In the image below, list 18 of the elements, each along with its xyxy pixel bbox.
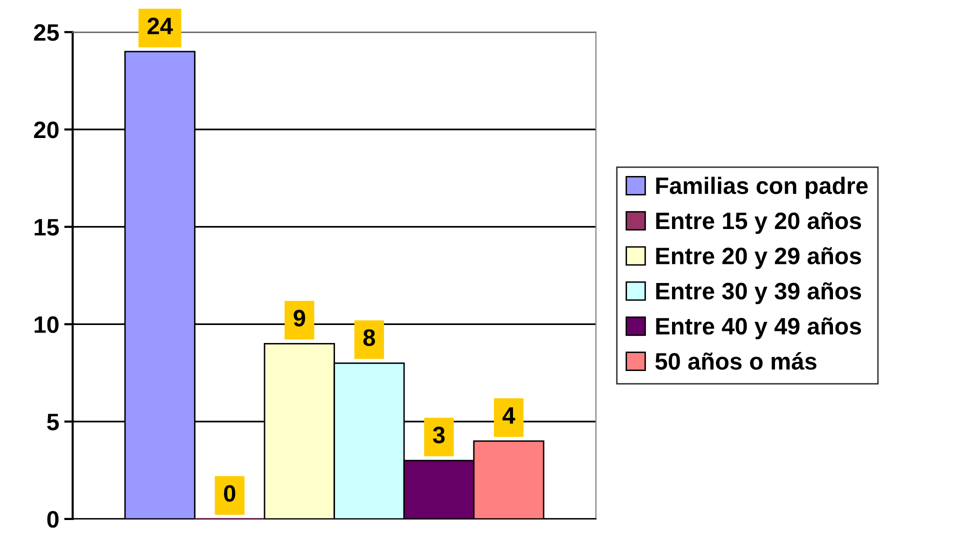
data-label: 9 — [294, 310, 306, 327]
y-tick-label: 15 — [34, 219, 59, 236]
y-tick-label: 0 — [47, 511, 59, 528]
legend-label: Entre 30 y 39 años — [656, 282, 862, 304]
legend-label: Entre 40 y 49 años — [656, 317, 862, 340]
y-tick-label: 10 — [34, 316, 59, 333]
data-label: 0 — [224, 485, 236, 502]
legend-label: Familias con padre — [656, 176, 868, 199]
data-label: 8 — [363, 329, 376, 346]
data-label: 4 — [502, 407, 516, 424]
y-tick-label: 25 — [34, 24, 59, 41]
legend-label: 50 años o más — [655, 352, 816, 370]
data-label: 24 — [148, 18, 173, 34]
y-tick-label: 20 — [34, 122, 59, 138]
y-tick-label: 5 — [47, 414, 59, 430]
legend-label: Entre 15 y 20 años — [656, 212, 862, 234]
legend-label: Entre 20 y 29 años — [656, 247, 862, 270]
data-label: 3 — [432, 426, 445, 444]
